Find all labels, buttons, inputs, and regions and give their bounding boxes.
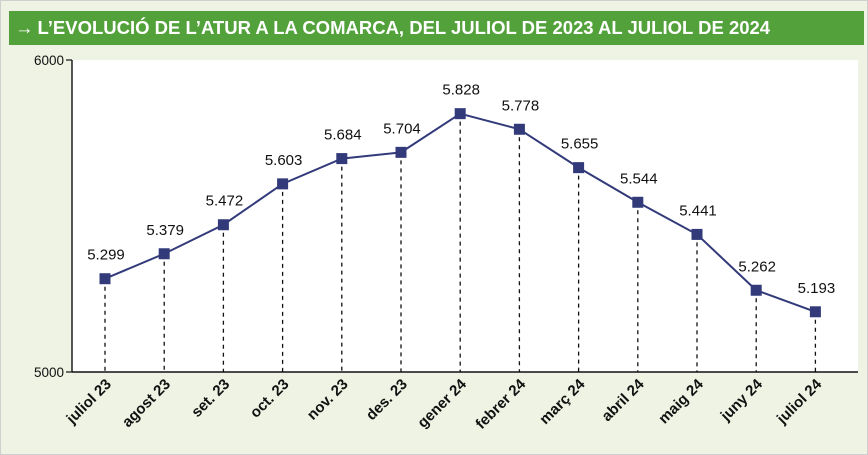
y-tick-label: 6000 xyxy=(34,53,64,68)
data-label: 5.193 xyxy=(798,280,836,297)
x-tick-label: abril 24 xyxy=(598,375,648,425)
x-ticks: juliol 23 agost 23 set. 23 oct. 23 nov. 23 de… xyxy=(63,375,826,432)
data-label: 5.544 xyxy=(620,170,658,187)
y-tick-label: 5000 xyxy=(34,365,64,380)
data-label: 5.262 xyxy=(738,258,776,275)
x-tick-label: nov. 23 xyxy=(304,376,352,424)
data-point-marker xyxy=(454,108,466,120)
x-tick-label: juliol 23 xyxy=(63,376,115,428)
data-point-marker xyxy=(336,153,348,165)
x-tick-label: juny 24 xyxy=(717,375,767,425)
drop-lines xyxy=(104,113,817,372)
data-label: 5.299 xyxy=(87,247,125,264)
data-label: 5.828 xyxy=(442,82,480,99)
data-point-marker xyxy=(750,284,762,296)
data-labels: 5.299 5.379 5.472 5.603 5.684 5.704 5.828 5.778… xyxy=(87,82,835,297)
x-tick-label: des. 23 xyxy=(363,376,411,424)
x-tick-label: juliol 24 xyxy=(773,375,826,428)
data-point-marker xyxy=(632,196,644,208)
data-label: 5.655 xyxy=(561,136,599,153)
x-tick-label: gener 24 xyxy=(414,375,470,431)
data-label: 5.379 xyxy=(146,222,184,239)
data-label: 5.441 xyxy=(679,202,717,219)
markers xyxy=(99,108,821,318)
x-tick-label: set. 23 xyxy=(188,376,233,421)
x-tick-label: març 24 xyxy=(536,375,589,428)
data-point-marker xyxy=(158,248,170,260)
data-label: 5.684 xyxy=(324,127,362,144)
plot-area xyxy=(72,60,858,372)
y-ticks: 5000 6000 xyxy=(34,53,72,380)
x-tick-label: febrer 24 xyxy=(472,375,529,432)
data-label: 5.704 xyxy=(383,120,421,137)
data-label: 5.778 xyxy=(502,97,540,114)
data-point-marker xyxy=(217,219,229,231)
chart-title: L’EVOLUCIÓ DE L’ATUR A LA COMARCA, DEL J… xyxy=(37,17,771,38)
chart-title-bar: → L’EVOLUCIÓ DE L’ATUR A LA COMARCA, DEL … xyxy=(9,11,864,45)
data-label: 5.472 xyxy=(206,193,244,210)
data-point-marker xyxy=(573,162,585,174)
data-point-marker xyxy=(691,228,703,240)
data-point-marker xyxy=(277,178,289,190)
arrow-icon: → xyxy=(15,17,34,38)
x-tick-label: agost 23 xyxy=(119,376,174,431)
x-tick-label: maig 24 xyxy=(655,375,707,427)
data-point-marker xyxy=(809,306,821,318)
data-point-marker xyxy=(99,273,111,285)
data-point-marker xyxy=(395,146,407,158)
data-point-marker xyxy=(513,123,525,135)
data-label: 5.603 xyxy=(265,152,303,169)
x-tick-label: oct. 23 xyxy=(247,376,293,422)
